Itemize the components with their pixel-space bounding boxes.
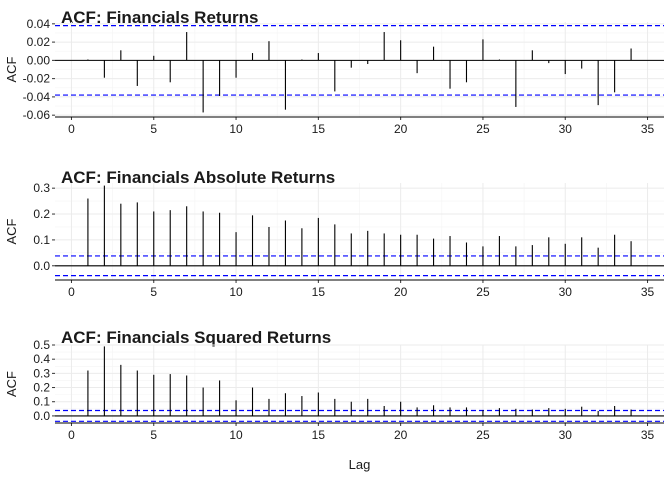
acf-returns-panel: ACF: Financials Returns ACF 0 5 10 15 20 25 30… [4,8,664,136]
y-tick-label: 0.2 [33,207,50,221]
y-tick-label: 0.0 [33,409,50,423]
x-tick-label: 0 [68,285,75,299]
acf-absolute-returns-panel: ACF: Financials Absolute Returns ACF 0 5 1… [4,168,664,299]
x-tick-label: 0 [68,122,75,136]
x-tick-label: 20 [394,122,408,136]
y-tick-label: 0.3 [33,181,50,195]
chart-title: ACF: Financials Returns [61,8,258,27]
plot-area: 0 5 10 15 20 25 30 35 0.00.10.20.30.40.5 [33,338,664,442]
y-tick-label: 0.00 [27,53,51,67]
x-tick-label: 25 [476,122,490,136]
x-tick-label: 20 [394,428,408,442]
plot-area: 0 5 10 15 20 25 30 35 0.0 0.1 0.2 0.3 [33,181,664,299]
x-tick-label: 25 [476,428,490,442]
y-tick-label: -0.04 [23,90,51,104]
y-tick-label: 0.04 [27,17,51,31]
x-tick-label: 15 [312,428,326,442]
y-tick-label: 0.4 [33,352,50,366]
x-tick-label: 30 [559,428,573,442]
y-tick-label: 0.3 [33,366,50,380]
y-axis-label: ACF [4,56,19,82]
x-tick-label: 10 [229,122,243,136]
acf-squared-returns-panel: ACF: Financials Squared Returns ACF 0 5 10… [4,328,664,442]
y-axis-label: ACF [4,218,19,244]
x-axis-label: Lag [349,457,371,472]
x-tick-label: 0 [68,428,75,442]
y-tick-label: 0.02 [27,35,51,49]
x-tick-label: 20 [394,285,408,299]
x-tick-label: 30 [559,122,573,136]
chart-title: ACF: Financials Absolute Returns [61,168,335,187]
y-tick-label: 0.1 [33,233,50,247]
y-axis-label: ACF [4,371,19,397]
y-tick-label: 0.2 [33,381,50,395]
x-tick-label: 15 [312,122,326,136]
x-tick-label: 5 [150,428,157,442]
chart-title: ACF: Financials Squared Returns [61,328,331,347]
y-tick-label: 0.0 [33,259,50,273]
x-tick-label: 25 [476,285,490,299]
x-tick-label: 35 [641,285,655,299]
x-tick-label: 10 [229,285,243,299]
x-tick-label: 35 [641,428,655,442]
y-tick-label: 0.5 [33,338,50,352]
plot-area: 0 5 10 15 20 25 30 35 -0.06 -0.04 -0.02 0.00 0.02 0.0… [23,17,664,136]
x-tick-label: 30 [559,285,573,299]
y-tick-label: -0.02 [23,72,51,86]
x-tick-label: 35 [641,122,655,136]
x-tick-label: 5 [150,122,157,136]
y-tick-label: -0.06 [23,108,51,122]
x-tick-label: 5 [150,285,157,299]
y-tick-label: 0.1 [33,395,50,409]
x-tick-label: 15 [312,285,326,299]
x-tick-label: 10 [229,428,243,442]
